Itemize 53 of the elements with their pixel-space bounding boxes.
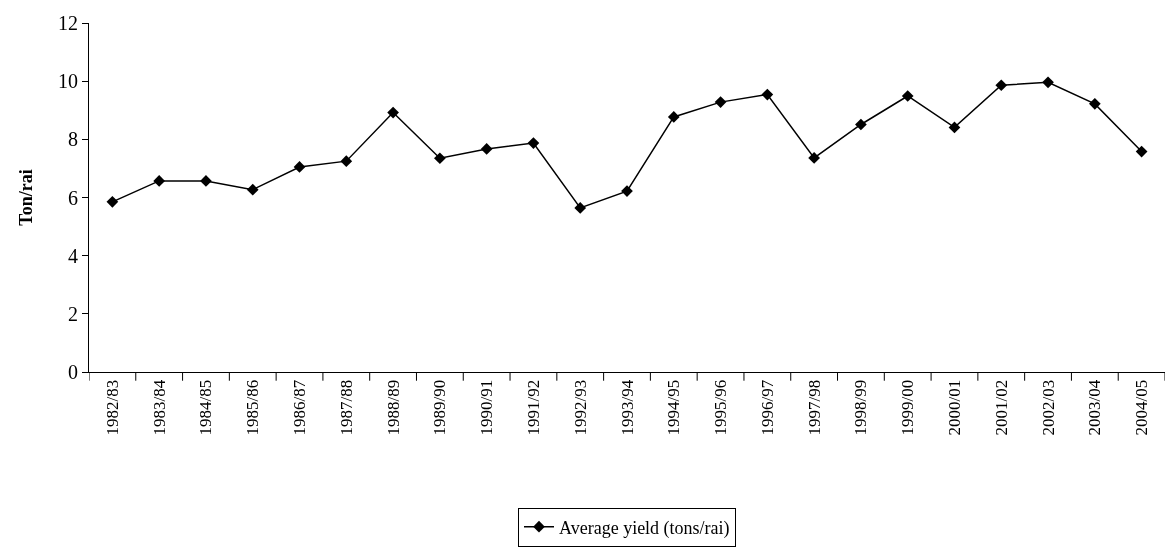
point xyxy=(434,152,446,165)
x-tick-label: 1999/00 xyxy=(898,379,918,436)
point xyxy=(106,196,119,208)
point xyxy=(1088,98,1101,110)
point xyxy=(1042,76,1054,89)
x-tick-label: 1985/86 xyxy=(243,379,263,436)
x-tick-label: 1982/83 xyxy=(102,379,122,436)
point xyxy=(948,121,961,134)
y-axis-title: Ton/rai xyxy=(16,169,37,226)
legend-label: Average yield (tons/rai) xyxy=(559,517,730,539)
y-tick-label: 12 xyxy=(58,12,78,34)
x-tick-label: 2001/02 xyxy=(991,379,1011,436)
x-tick-label: 2004/05 xyxy=(1132,379,1152,436)
y-tick-label: 2 xyxy=(68,302,78,325)
point xyxy=(153,175,166,187)
x-tick-label: 1991/92 xyxy=(523,379,543,436)
point xyxy=(246,183,259,196)
x-tick-label: 2003/04 xyxy=(1085,379,1105,436)
point xyxy=(574,202,587,214)
x-tick-label: 1994/95 xyxy=(664,379,684,436)
point xyxy=(527,137,540,149)
x-tick-label: 1986/87 xyxy=(290,379,310,436)
y-tick-label: 0 xyxy=(68,361,78,383)
x-tick-label: 1992/93 xyxy=(570,379,590,436)
y-tick-label: 10 xyxy=(58,70,78,93)
x-tick-label: 1995/96 xyxy=(711,379,731,436)
point xyxy=(293,161,306,173)
point xyxy=(480,143,493,155)
point xyxy=(995,79,1008,92)
y-tick-label: 4 xyxy=(68,244,78,267)
point xyxy=(808,152,820,164)
x-tick-label: 1993/94 xyxy=(617,379,637,436)
point xyxy=(901,90,914,102)
point xyxy=(714,96,727,108)
point xyxy=(1135,145,1148,158)
x-tick-label: 1998/99 xyxy=(851,379,871,436)
x-tick-label: 1989/90 xyxy=(430,379,450,436)
x-tick-label: 1984/85 xyxy=(196,379,216,436)
point xyxy=(340,155,353,167)
point xyxy=(761,88,774,101)
x-tick-label: 2000/01 xyxy=(945,379,965,436)
point xyxy=(855,118,867,131)
x-tick-label: 1997/98 xyxy=(804,379,824,436)
x-tick-label: 1987/88 xyxy=(336,379,356,436)
y-tick-label: 6 xyxy=(68,186,78,209)
x-tick-label: 2002/03 xyxy=(1038,379,1058,436)
point xyxy=(387,106,399,119)
x-tick-label: 1996/97 xyxy=(757,379,777,436)
x-tick-label: 1990/91 xyxy=(477,379,497,436)
point xyxy=(667,111,680,123)
y-tick-label: 8 xyxy=(68,128,78,151)
x-tick-label: 1988/89 xyxy=(383,379,403,436)
x-tick-label: 1983/84 xyxy=(149,379,169,436)
